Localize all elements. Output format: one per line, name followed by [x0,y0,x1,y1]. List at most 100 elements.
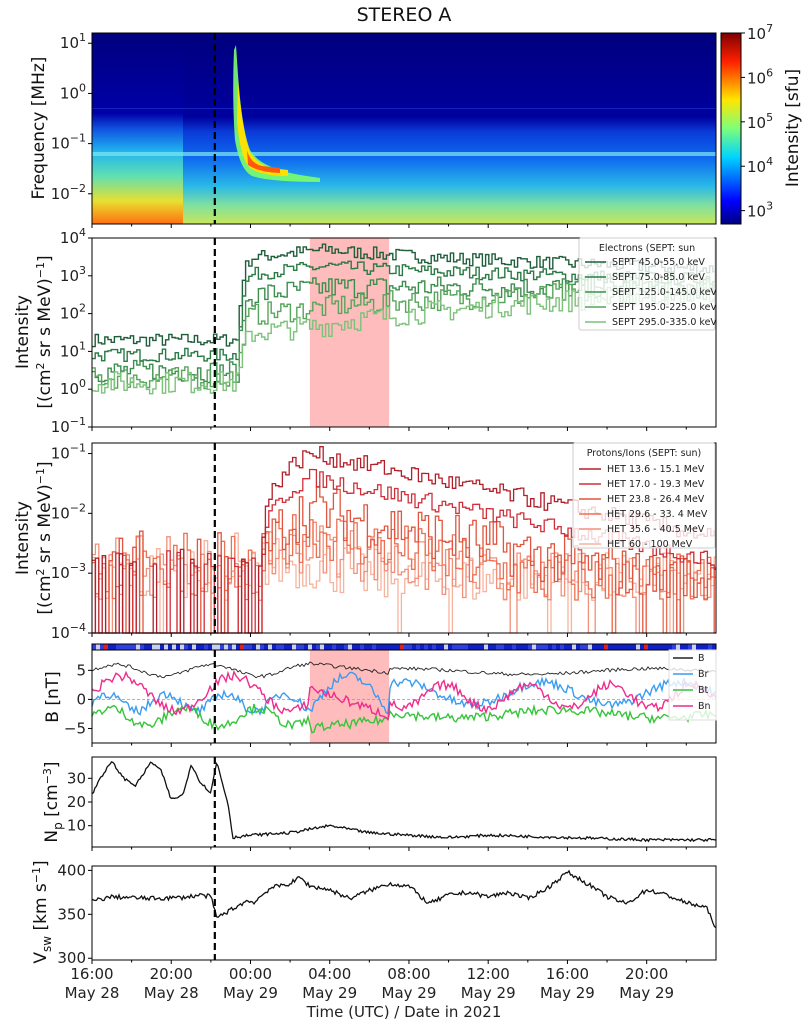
polarity-cell [372,644,376,650]
polarity-cell [652,644,656,650]
spectrogram-pre-event [92,33,183,224]
polarity-cell [640,644,644,650]
polarity-cell [156,644,160,650]
polarity-cell [124,644,128,650]
polarity-cell [364,644,368,650]
speed-ylabel-exp: −1 [30,867,43,883]
polarity-cell [676,644,680,650]
polarity-cell [292,644,296,650]
polarity-cell [384,644,388,650]
polarity-cell [708,644,712,650]
polarity-cell [596,644,600,650]
x-tick-time: 16:00 [546,965,589,983]
electrons-y-tick-label: 10−1 [51,415,86,436]
polarity-cell [344,644,348,650]
legend-entry: Bn [698,701,711,712]
x-tick-date: May 29 [461,984,516,1002]
density-ylabel-sub: p [51,822,65,830]
legend-box [668,649,717,721]
polarity-cell [376,644,380,650]
polarity-cell [468,644,472,650]
polarity-cell [296,644,300,650]
polarity-cell [404,644,408,650]
polarity-cell [484,644,488,650]
legend-entry: HET 13.6 - 15.1 MeV [607,464,705,475]
x-tick-time: 20:00 [625,965,668,983]
electrons-legend: Electrons (SEPT: sun SEPT 45.0-55.0 keV S… [578,237,717,331]
polarity-cell [628,644,632,650]
x-tick-time: 04:00 [308,965,351,983]
protons-y-tick-label: 10−3 [51,561,86,582]
legend-entry: HET 60 - 100 MeV [607,539,693,550]
spectrogram-background [92,33,716,224]
polarity-strip [92,644,716,650]
polarity-cell [328,644,332,650]
magnetic-y-tick-label: 0 [76,690,86,708]
electrons-panel: 104 103 102 101 100 10−1 Intensity [(cm2 sr s… [13,226,717,436]
polarity-cell [320,644,324,650]
polarity-cell [396,644,400,650]
polarity-cell [532,644,536,650]
polarity-cell [604,644,608,650]
polarity-cell [556,644,560,650]
speed-frame [91,865,717,961]
polarity-cell [116,644,120,650]
protons-frame [91,442,717,634]
polarity-cell [308,644,312,650]
electrons-ylabel-line1: Intensity [13,295,33,369]
polarity-cell [648,644,652,650]
polarity-cell [432,644,436,650]
polarity-cell [564,644,568,650]
polarity-cell [144,644,148,650]
x-tick-date: May 29 [302,984,357,1002]
polarity-cell [176,644,180,650]
spectrogram-y-tick-label: 101 [60,31,86,52]
colorbar-tick-label: 107 [747,22,773,43]
polarity-cell [184,644,188,650]
legend-entry: HET 29.6 - 33. 4 MeV [607,509,708,520]
polarity-cell [544,644,548,650]
polarity-cell [492,644,496,650]
polarity-cell [644,644,648,650]
density-series [91,761,717,843]
electrons-y-ticks: 104 103 102 101 100 10−1 [51,226,92,436]
colorbar-tick-label: 104 [747,155,773,176]
polarity-cell [228,644,232,650]
speed-series [91,869,717,929]
polarity-cell [508,644,512,650]
polarity-cell [488,644,492,650]
polarity-cell [428,644,432,650]
polarity-cell [264,644,268,650]
polarity-cell [168,644,172,650]
speed-ylabel-main: V [31,952,51,964]
speed-ylabel: Vsw [km s−1] [30,860,54,963]
spectrogram-y-tick-label: 100 [60,81,86,102]
polarity-cell [528,644,532,650]
x-tick-time: 16:00 [70,965,113,983]
polarity-cell [260,644,264,650]
density-panel: 30 20 10 Np [cm−3] [41,756,717,848]
magnetic-y-tick-label: −5 [64,719,86,737]
polarity-cell [680,644,684,650]
polarity-cell [456,644,460,650]
polarity-cell [360,644,364,650]
polarity-cell [588,644,592,650]
magnetic-ylabel: B [nT] [43,671,63,723]
legend-box [572,442,716,549]
polarity-cell [584,644,588,650]
polarity-cell [656,644,660,650]
density-ylabel-main: N [42,830,62,843]
polarity-cell [696,644,700,650]
polarity-cell [568,644,572,650]
polarity-cell [424,644,428,650]
polarity-cell [444,644,448,650]
legend-title: Electrons (SEPT: sun [599,243,695,254]
polarity-cell [196,644,200,650]
x-tick-time: 20:00 [150,965,193,983]
polarity-cell [608,644,612,650]
legend-entry: HET 35.6 - 40.5 MeV [607,524,705,535]
type-iii-burst-core [247,150,280,173]
